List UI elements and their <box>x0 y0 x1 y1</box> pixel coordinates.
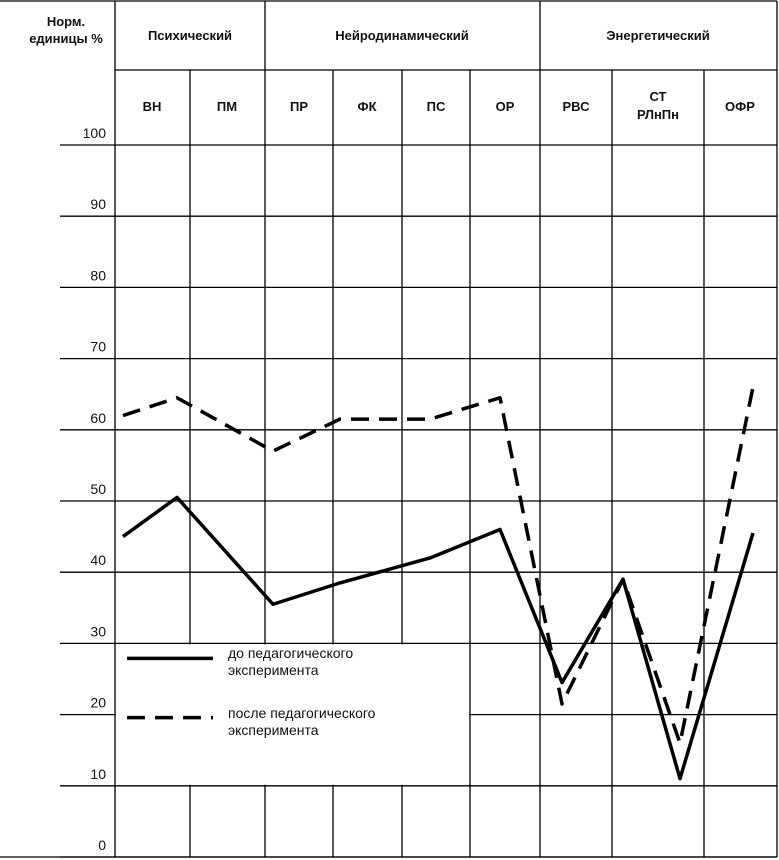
x-tick-label: ПМ <box>217 99 237 114</box>
y-axis-label: Норм. единицы % <box>29 14 103 46</box>
y-tick-label: 50 <box>90 481 106 497</box>
y-tick-label: 10 <box>90 766 106 782</box>
series-line <box>122 386 755 745</box>
y-tick-label: 100 <box>83 125 107 141</box>
x-tick-label: РВС <box>563 99 591 114</box>
y-tick-label: 30 <box>90 623 106 639</box>
y-tick-label: 0 <box>98 837 106 853</box>
legend-label: после педагогического эксперимента <box>228 704 376 738</box>
y-tick-label: 40 <box>90 552 106 568</box>
y-tick-label: 90 <box>90 196 106 212</box>
x-tick-label: ФК <box>357 99 376 114</box>
x-tick-label: СТ <box>649 89 666 104</box>
y-tick-label: 20 <box>90 695 106 711</box>
x-tick-label: ПС <box>427 99 446 114</box>
y-tick-label: 80 <box>90 267 106 283</box>
group-label: Психический <box>148 28 232 43</box>
x-tick-label: ПР <box>290 99 308 114</box>
series-line <box>121 495 755 781</box>
y-tick-label: 70 <box>90 339 106 355</box>
group-label: Нейродинамический <box>335 28 469 43</box>
group-label: Энергетический <box>606 28 709 43</box>
x-tick-label: ВН <box>143 99 162 114</box>
x-tick-label: РЛнПн <box>637 107 679 122</box>
y-tick-label: 60 <box>90 410 106 426</box>
x-tick-label: ОФР <box>725 99 755 114</box>
legend-box <box>116 644 469 785</box>
legend-label: до педагогического эксперимента <box>228 645 354 679</box>
x-tick-label: ОР <box>496 99 515 114</box>
